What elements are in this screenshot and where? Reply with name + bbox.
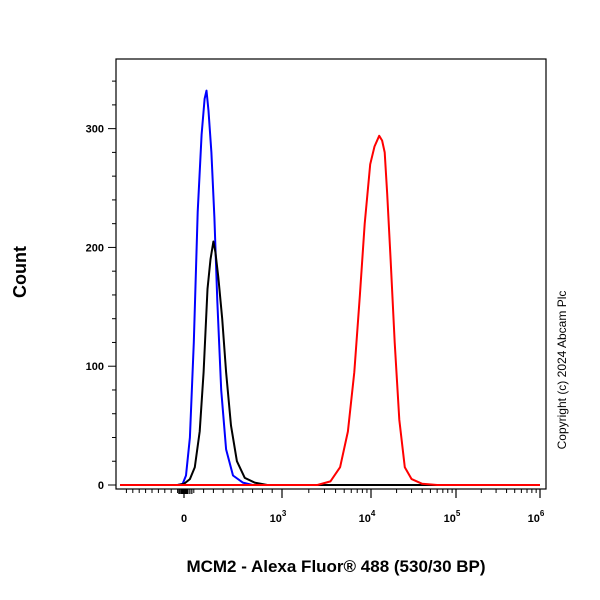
x-tick-label: 103 bbox=[270, 509, 287, 525]
y-axis-title: Count bbox=[10, 246, 30, 298]
x-axis-title: MCM2 - Alexa Fluor® 488 (530/30 BP) bbox=[186, 557, 485, 576]
plot-frame bbox=[115, 58, 547, 490]
y-tick-label: 100 bbox=[86, 361, 104, 373]
y-axis: 0 100 200 300 bbox=[86, 80, 116, 492]
histogram-series-2 bbox=[120, 240, 540, 486]
y-tick-label: 300 bbox=[86, 124, 104, 136]
x-tick-label: 104 bbox=[359, 509, 376, 525]
y-tick-label: 200 bbox=[86, 242, 104, 254]
y-tick-label: 0 bbox=[98, 480, 104, 492]
x-tick-label: 106 bbox=[528, 509, 545, 525]
x-tick-label: 105 bbox=[444, 509, 461, 525]
series-layer bbox=[120, 89, 540, 486]
x-tick-label: 0 bbox=[181, 513, 187, 525]
histogram-series-1 bbox=[120, 89, 540, 486]
copyright-text: Copyright (c) 2024 Abcam Plc bbox=[555, 291, 569, 450]
x-axis: 0 103 104 105 106 bbox=[125, 489, 545, 525]
histogram-series-3 bbox=[120, 134, 540, 486]
